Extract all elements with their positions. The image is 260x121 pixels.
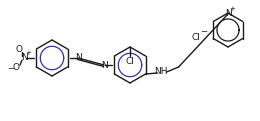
Text: −: − bbox=[8, 64, 15, 73]
Text: Cl: Cl bbox=[192, 33, 200, 42]
Text: NH: NH bbox=[154, 68, 167, 76]
Text: −: − bbox=[200, 27, 207, 37]
Text: +: + bbox=[229, 6, 235, 12]
Text: O: O bbox=[16, 45, 23, 53]
Text: N: N bbox=[101, 60, 107, 69]
Text: O: O bbox=[12, 63, 20, 72]
Text: N: N bbox=[75, 53, 81, 63]
Text: Cl: Cl bbox=[126, 57, 134, 65]
Text: N: N bbox=[21, 53, 27, 63]
Text: +: + bbox=[25, 50, 31, 56]
Text: N: N bbox=[225, 8, 231, 18]
